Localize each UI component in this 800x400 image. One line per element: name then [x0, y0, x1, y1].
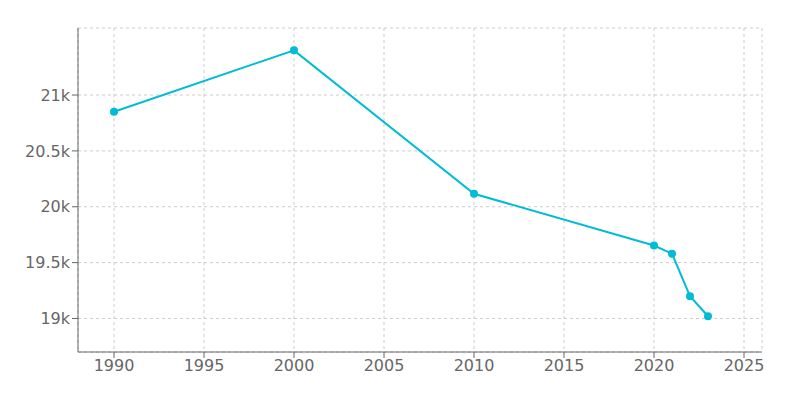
svg-text:2005: 2005	[364, 356, 405, 375]
svg-text:2025: 2025	[724, 356, 765, 375]
svg-text:2010: 2010	[454, 356, 495, 375]
svg-text:1995: 1995	[184, 356, 225, 375]
svg-text:21k: 21k	[40, 86, 70, 105]
svg-text:20k: 20k	[40, 197, 70, 216]
svg-text:2015: 2015	[544, 356, 585, 375]
svg-text:19.5k: 19.5k	[25, 253, 71, 272]
svg-text:1990: 1990	[94, 356, 135, 375]
svg-text:20.5k: 20.5k	[25, 142, 71, 161]
svg-text:2000: 2000	[274, 356, 315, 375]
svg-text:19k: 19k	[40, 309, 70, 328]
svg-text:2020: 2020	[634, 356, 675, 375]
